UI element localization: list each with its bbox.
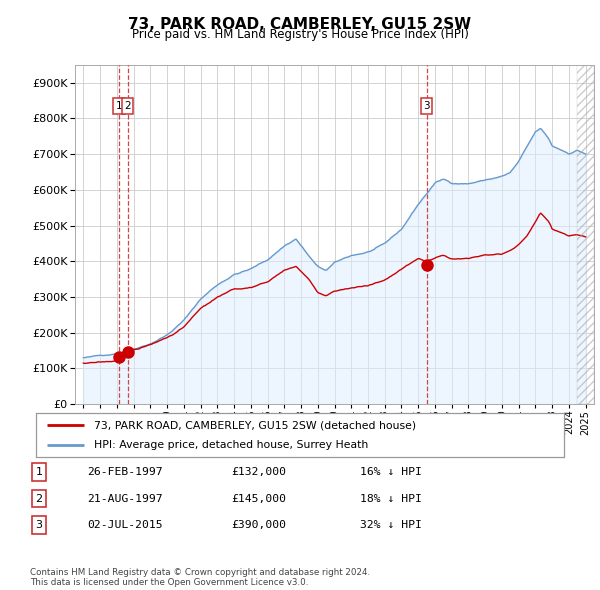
Text: 02-JUL-2015: 02-JUL-2015 — [87, 520, 163, 530]
Text: 73, PARK ROAD, CAMBERLEY, GU15 2SW (detached house): 73, PARK ROAD, CAMBERLEY, GU15 2SW (deta… — [94, 421, 416, 430]
Text: 26-FEB-1997: 26-FEB-1997 — [87, 467, 163, 477]
Text: 1: 1 — [116, 101, 122, 111]
Text: 73, PARK ROAD, CAMBERLEY, GU15 2SW: 73, PARK ROAD, CAMBERLEY, GU15 2SW — [128, 17, 472, 31]
Text: 1: 1 — [35, 467, 43, 477]
Text: £390,000: £390,000 — [231, 520, 286, 530]
Text: £145,000: £145,000 — [231, 494, 286, 503]
Text: 3: 3 — [35, 520, 43, 530]
Text: Price paid vs. HM Land Registry's House Price Index (HPI): Price paid vs. HM Land Registry's House … — [131, 28, 469, 41]
Text: HPI: Average price, detached house, Surrey Heath: HPI: Average price, detached house, Surr… — [94, 440, 368, 450]
Text: 3: 3 — [423, 101, 430, 111]
Text: Contains HM Land Registry data © Crown copyright and database right 2024.
This d: Contains HM Land Registry data © Crown c… — [30, 568, 370, 587]
Text: £132,000: £132,000 — [231, 467, 286, 477]
Text: 16% ↓ HPI: 16% ↓ HPI — [360, 467, 422, 477]
Text: 18% ↓ HPI: 18% ↓ HPI — [360, 494, 422, 503]
Text: 21-AUG-1997: 21-AUG-1997 — [87, 494, 163, 503]
Text: 32% ↓ HPI: 32% ↓ HPI — [360, 520, 422, 530]
Text: 2: 2 — [35, 494, 43, 503]
Text: 2: 2 — [124, 101, 131, 111]
